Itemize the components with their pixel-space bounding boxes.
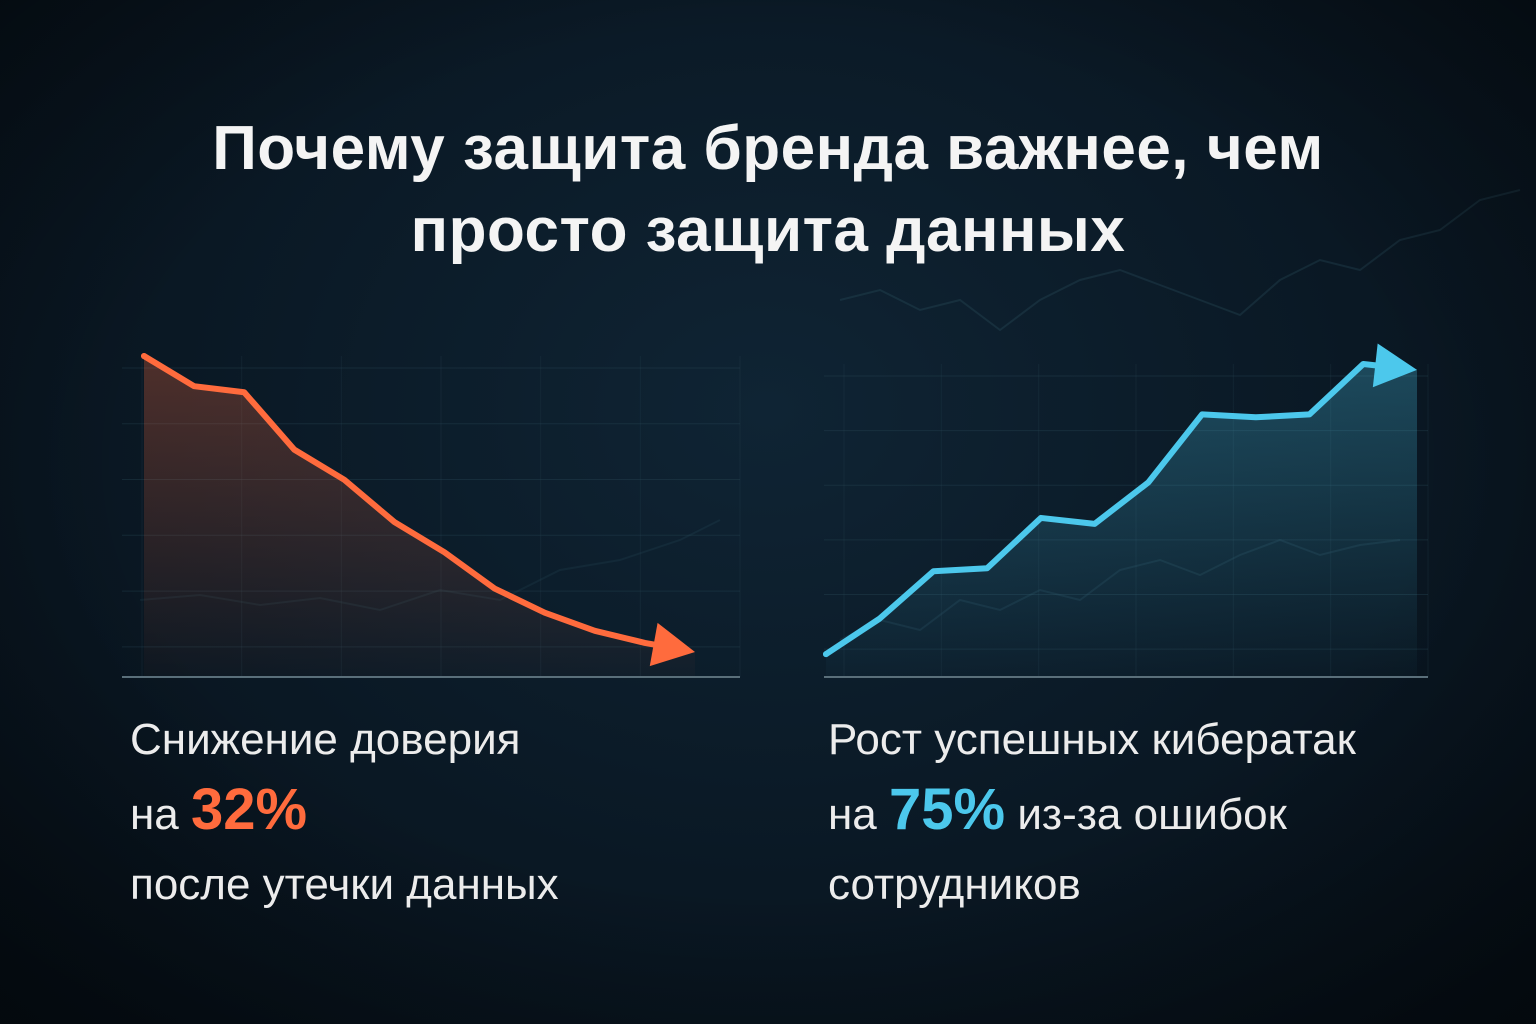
data-point (442, 549, 448, 555)
data-point (823, 651, 829, 658)
cyberattack-growth-suffix: из-за ошибок (1017, 790, 1287, 839)
trend-arrow-icon (649, 622, 695, 667)
data-point (391, 519, 397, 525)
cyberattack-growth-chart (823, 343, 1429, 678)
data-point (1253, 414, 1259, 420)
data-point (492, 586, 498, 592)
data-point (1360, 361, 1366, 367)
data-point (542, 610, 548, 616)
data-point (1307, 411, 1313, 417)
series-area (826, 364, 1417, 677)
data-point (1199, 411, 1205, 417)
title-line-1: Почему защита бренда важнее, чем (212, 114, 1324, 183)
cyberattack-growth-caption: Рост успешных кибератак на 75% из-за оши… (828, 705, 1508, 920)
data-point (341, 477, 347, 483)
data-point (642, 640, 648, 646)
title-line-2: просто защита данных (410, 196, 1126, 265)
cyberattack-growth-value: 75% (889, 777, 1006, 842)
series-area (144, 356, 695, 677)
data-point (1145, 479, 1151, 485)
cyberattack-growth-caption-line-3: сотрудников (828, 860, 1081, 909)
trust-decline-caption: Снижение доверия на 32% после утечки дан… (130, 705, 770, 920)
data-point (191, 383, 197, 389)
trust-decline-chart (122, 353, 741, 678)
trust-decline-caption-line-2: на 32% (130, 775, 770, 850)
trust-decline-caption-line-3: после утечки данных (130, 860, 559, 909)
data-point (1038, 515, 1044, 521)
series-line (141, 353, 665, 649)
trend-arrow-icon (1372, 343, 1417, 388)
cyberattack-growth-prefix: на (828, 790, 877, 839)
data-point (1092, 521, 1098, 527)
data-point (984, 565, 990, 571)
trust-decline-value: 32% (191, 777, 308, 842)
data-point (291, 447, 297, 453)
series-line (823, 361, 1387, 658)
page-title: Почему защита бренда важнее, чем просто … (0, 108, 1536, 272)
data-point (141, 353, 147, 359)
trust-decline-prefix: на (130, 790, 179, 839)
cyberattack-growth-caption-line-2: на 75% из-за ошибок (828, 775, 1508, 850)
data-point (930, 568, 936, 574)
data-point (241, 389, 247, 395)
data-point (592, 628, 598, 634)
cyberattack-growth-caption-line-1: Рост успешных кибератак (828, 715, 1356, 764)
trust-decline-caption-line-1: Снижение доверия (130, 715, 521, 764)
data-point (877, 616, 883, 622)
